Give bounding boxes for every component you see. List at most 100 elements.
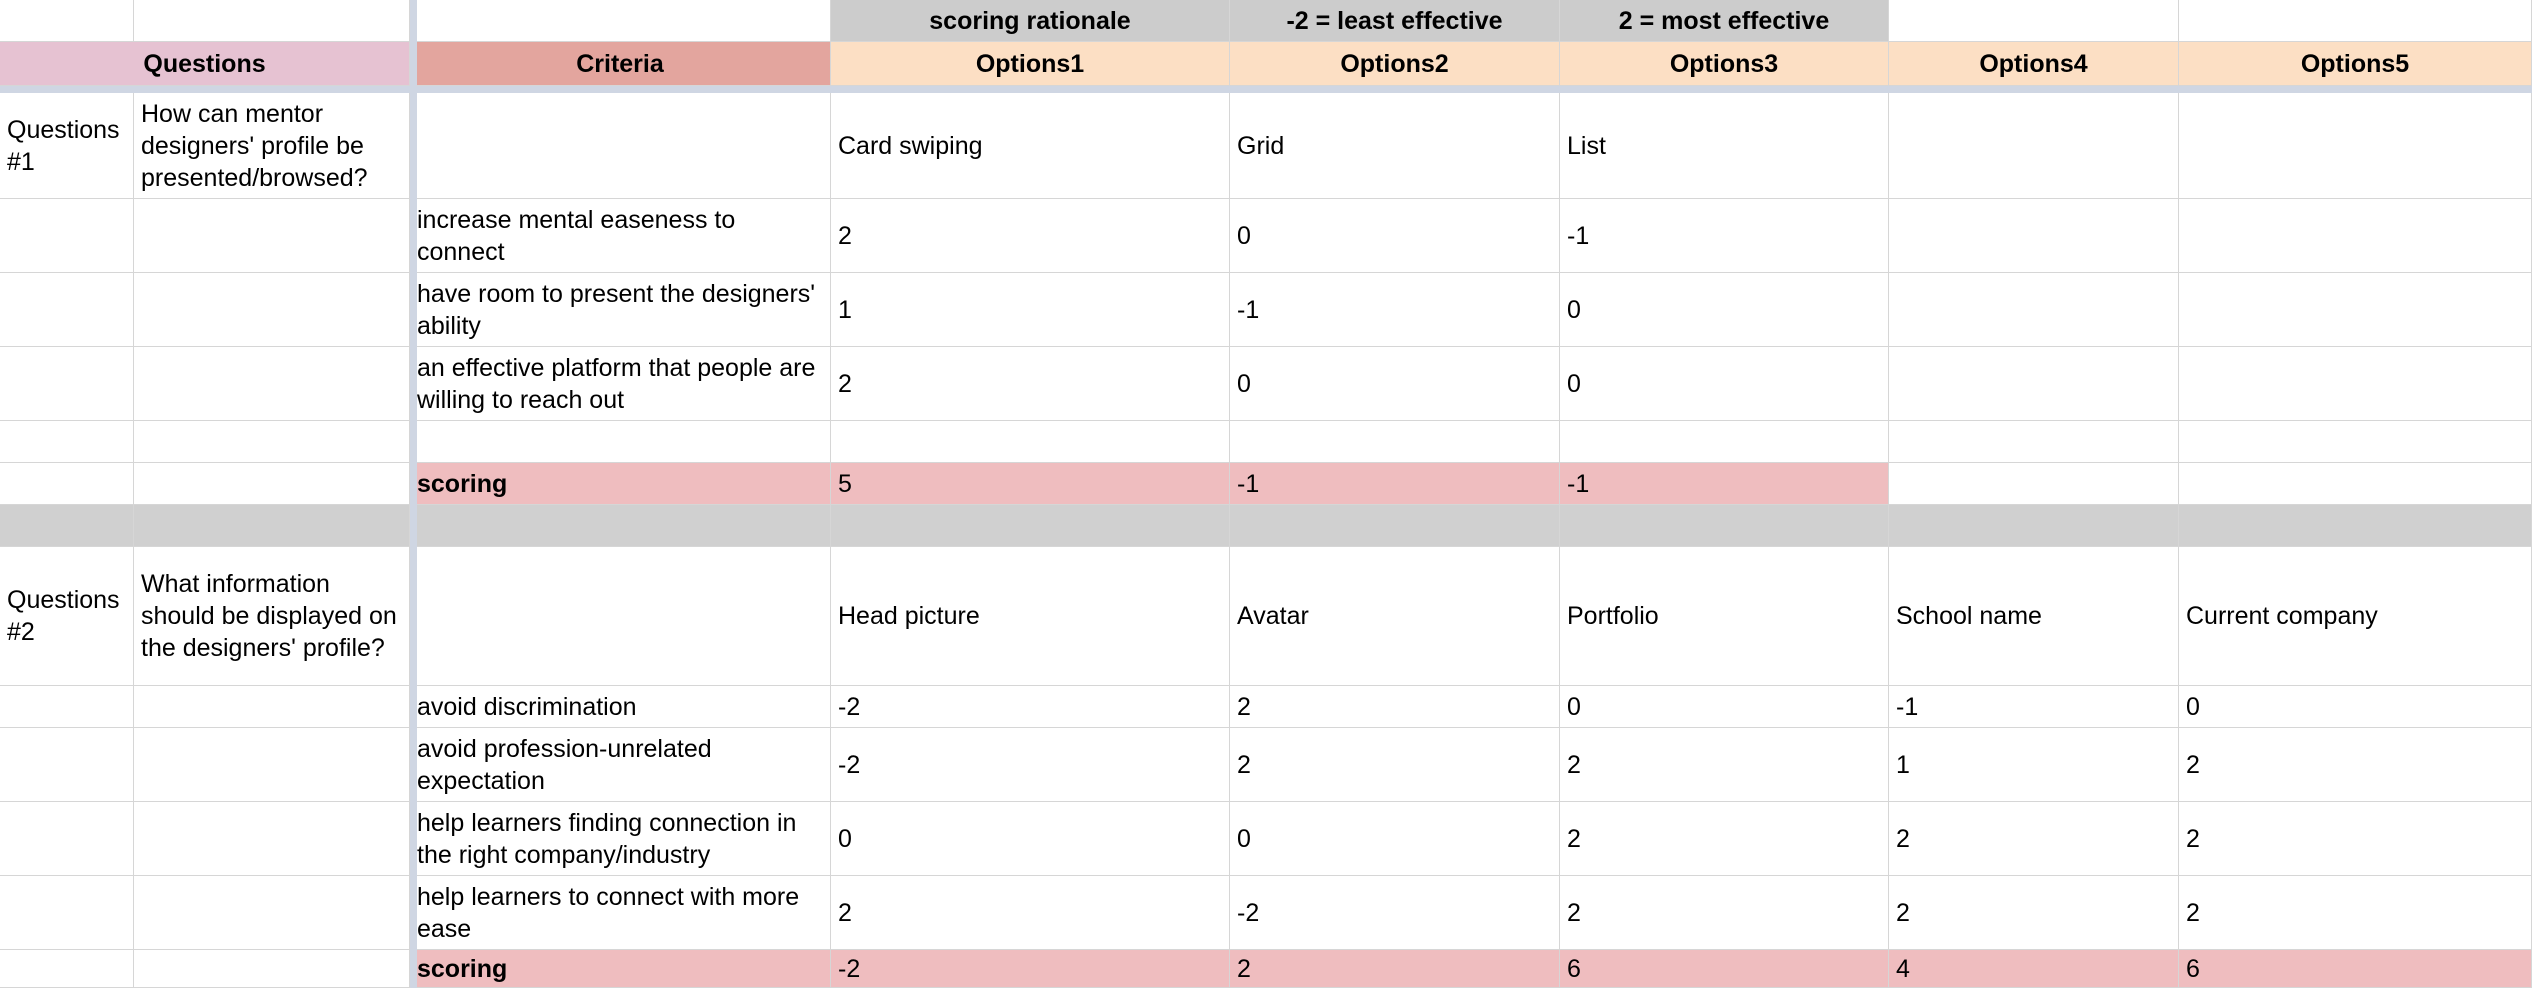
- score-cell[interactable]: [1560, 421, 1889, 463]
- criteria-cell[interactable]: avoid profession-unrelated expectation: [410, 728, 831, 802]
- score-cell[interactable]: [1230, 421, 1560, 463]
- separator-cell[interactable]: [410, 505, 831, 547]
- scoring-label[interactable]: scoring: [410, 463, 831, 505]
- option-name-cell[interactable]: List: [1560, 93, 1889, 199]
- score-cell[interactable]: 2: [1230, 686, 1560, 728]
- score-cell[interactable]: -2: [831, 728, 1230, 802]
- criteria-cell[interactable]: [410, 421, 831, 463]
- score-cell[interactable]: -1: [1560, 199, 1889, 273]
- empty-cell[interactable]: [134, 876, 410, 950]
- score-cell[interactable]: 0: [1560, 347, 1889, 421]
- empty-cell[interactable]: [2179, 0, 2532, 42]
- score-cell[interactable]: 2: [1889, 802, 2179, 876]
- option-name-cell[interactable]: Avatar: [1230, 547, 1560, 686]
- empty-cell[interactable]: [0, 876, 134, 950]
- option-name-cell[interactable]: [2179, 93, 2532, 199]
- score-cell[interactable]: [1889, 273, 2179, 347]
- option-name-cell[interactable]: [1889, 93, 2179, 199]
- score-cell[interactable]: 2: [2179, 802, 2532, 876]
- empty-cell[interactable]: [134, 728, 410, 802]
- scoring-total-cell[interactable]: 2: [1230, 950, 1560, 988]
- options-header-1[interactable]: Options1: [831, 42, 1230, 86]
- empty-cell[interactable]: [134, 802, 410, 876]
- empty-cell[interactable]: [134, 463, 410, 505]
- empty-cell[interactable]: [0, 686, 134, 728]
- option-name-cell[interactable]: School name: [1889, 547, 2179, 686]
- score-cell[interactable]: 0: [1230, 199, 1560, 273]
- criteria-cell[interactable]: [410, 547, 831, 686]
- empty-cell[interactable]: [0, 273, 134, 347]
- score-cell[interactable]: 2: [2179, 876, 2532, 950]
- score-cell[interactable]: 0: [2179, 686, 2532, 728]
- score-cell[interactable]: 0: [1230, 347, 1560, 421]
- score-cell[interactable]: [831, 421, 1230, 463]
- options-header-3[interactable]: Options3: [1560, 42, 1889, 86]
- scoring-total-cell[interactable]: -1: [1560, 463, 1889, 505]
- empty-cell[interactable]: [134, 0, 410, 42]
- empty-cell[interactable]: [0, 728, 134, 802]
- score-cell[interactable]: -1: [1230, 273, 1560, 347]
- options-header-4[interactable]: Options4: [1889, 42, 2179, 86]
- separator-cell[interactable]: [134, 505, 410, 547]
- criteria-cell[interactable]: [410, 93, 831, 199]
- score-cell[interactable]: [2179, 421, 2532, 463]
- score-cell[interactable]: 1: [1889, 728, 2179, 802]
- separator-cell[interactable]: [1889, 505, 2179, 547]
- scoring-total-cell[interactable]: 5: [831, 463, 1230, 505]
- score-cell[interactable]: [1889, 421, 2179, 463]
- empty-cell[interactable]: [0, 199, 134, 273]
- option-name-cell[interactable]: Card swiping: [831, 93, 1230, 199]
- empty-cell[interactable]: [0, 421, 134, 463]
- criteria-cell[interactable]: have room to present the designers' abil…: [410, 273, 831, 347]
- score-cell[interactable]: 2: [831, 347, 1230, 421]
- score-cell[interactable]: 2: [831, 199, 1230, 273]
- score-cell[interactable]: 1: [831, 273, 1230, 347]
- score-cell[interactable]: 2: [1889, 876, 2179, 950]
- question-text[interactable]: How can mentor designers' profile be pre…: [134, 93, 410, 199]
- scoring-label[interactable]: scoring: [410, 950, 831, 988]
- option-name-cell[interactable]: Head picture: [831, 547, 1230, 686]
- criteria-header[interactable]: Criteria: [410, 42, 831, 86]
- score-cell[interactable]: [1889, 199, 2179, 273]
- separator-cell[interactable]: [0, 505, 134, 547]
- score-cell[interactable]: 2: [1560, 728, 1889, 802]
- question-id[interactable]: Questions #1: [0, 93, 134, 199]
- criteria-cell[interactable]: help learners to connect with more ease: [410, 876, 831, 950]
- empty-cell[interactable]: [0, 463, 134, 505]
- score-cell[interactable]: 2: [2179, 728, 2532, 802]
- question-text[interactable]: What information should be displayed on …: [134, 547, 410, 686]
- empty-cell[interactable]: [0, 0, 134, 42]
- score-cell[interactable]: -1: [1889, 686, 2179, 728]
- options-header-5[interactable]: Options5: [2179, 42, 2532, 86]
- criteria-cell[interactable]: avoid discrimination: [410, 686, 831, 728]
- criteria-cell[interactable]: an effective platform that people are wi…: [410, 347, 831, 421]
- scoring-total-cell[interactable]: -1: [1230, 463, 1560, 505]
- score-cell[interactable]: [2179, 199, 2532, 273]
- option-name-cell[interactable]: Portfolio: [1560, 547, 1889, 686]
- scoring-total-cell[interactable]: -2: [831, 950, 1230, 988]
- empty-cell[interactable]: [134, 273, 410, 347]
- separator-cell[interactable]: [831, 505, 1230, 547]
- score-cell[interactable]: 2: [1560, 876, 1889, 950]
- scoring-total-cell[interactable]: [1889, 463, 2179, 505]
- scoring-total-cell[interactable]: 6: [1560, 950, 1889, 988]
- least-effective-header[interactable]: -2 = least effective: [1230, 0, 1560, 42]
- score-cell[interactable]: 2: [1230, 728, 1560, 802]
- empty-cell[interactable]: [410, 0, 831, 42]
- scoring-total-cell[interactable]: [2179, 463, 2532, 505]
- frozen-column-divider[interactable]: [410, 0, 417, 988]
- empty-cell[interactable]: [1889, 0, 2179, 42]
- score-cell[interactable]: 2: [1560, 802, 1889, 876]
- frozen-row-divider[interactable]: [0, 86, 2532, 93]
- score-cell[interactable]: 2: [831, 876, 1230, 950]
- empty-cell[interactable]: [134, 686, 410, 728]
- scoring-rationale-header[interactable]: scoring rationale: [831, 0, 1230, 42]
- empty-cell[interactable]: [0, 950, 134, 988]
- empty-cell[interactable]: [134, 421, 410, 463]
- most-effective-header[interactable]: 2 = most effective: [1560, 0, 1889, 42]
- option-name-cell[interactable]: Grid: [1230, 93, 1560, 199]
- score-cell[interactable]: -2: [831, 686, 1230, 728]
- separator-cell[interactable]: [1560, 505, 1889, 547]
- options-header-2[interactable]: Options2: [1230, 42, 1560, 86]
- score-cell[interactable]: [2179, 347, 2532, 421]
